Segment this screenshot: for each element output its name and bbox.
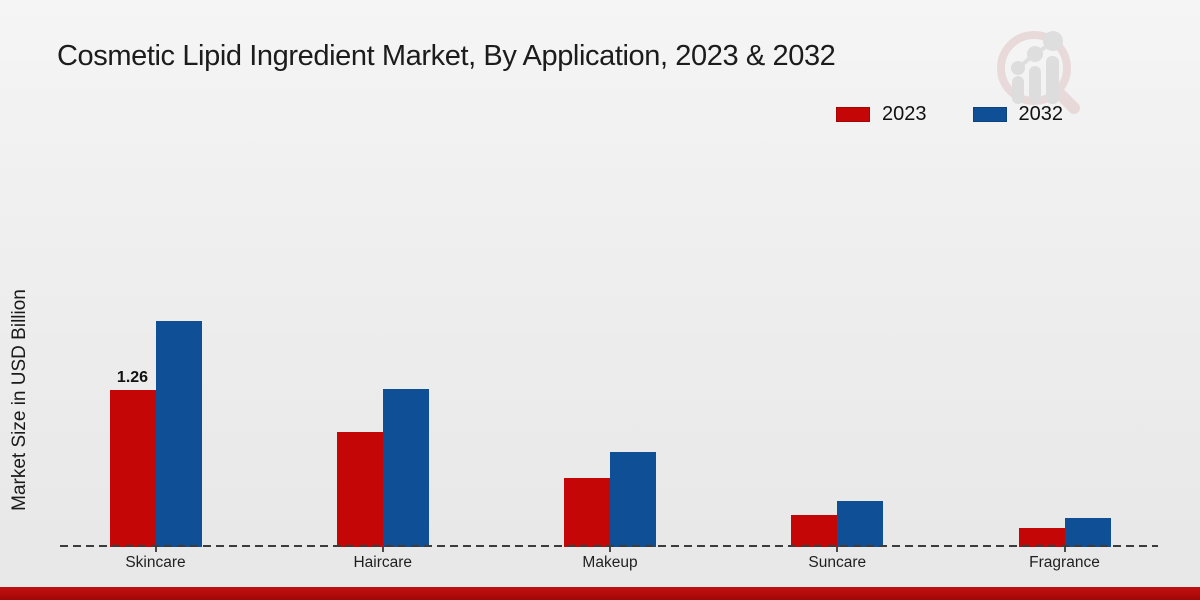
bar-2023-suncare [791,514,838,547]
bar-2032-suncare [837,500,884,547]
chart-title: Cosmetic Lipid Ingredient Market, By App… [57,40,836,72]
legend-label-2032: 2032 [1018,103,1064,125]
bar-2032-haircare [382,388,429,547]
x-axis-tick [1063,547,1066,552]
bar-2032-skincare [155,321,202,547]
legend-swatch-2023 [836,107,870,122]
bar-2023-haircare [336,432,383,547]
bar-2023-skincare [109,390,156,547]
legend-label-2023: 2023 [882,103,927,125]
bar-2032-makeup [610,452,656,547]
category-label-skincare: Skincare [125,554,186,571]
category-label-fragrance: Fragrance [1029,554,1100,571]
bar-2023-fragrance [1018,528,1065,547]
category-label-makeup: Makeup [582,554,638,571]
magnifier-bar-chart-logo-watermark-icon [997,31,1080,114]
x-axis-tick [154,547,157,552]
category-label-suncare: Suncare [808,554,867,571]
x-axis-tick [836,547,839,552]
x-axis-tick [609,547,611,552]
bar-2023-makeup [564,478,610,547]
bar-2032-fragrance [1064,518,1111,547]
footer-accent-bar [0,587,1200,600]
legend: 2023 2032 [836,103,1063,126]
legend-swatch-2032 [972,107,1007,122]
y-axis-title: Market Size in USD Billion [9,289,30,511]
x-axis-baseline [60,545,1158,547]
category-label-haircare: Haircare [353,554,413,571]
x-axis-tick [381,547,384,552]
data-label-2023-skincare: 1.26 [116,369,149,386]
